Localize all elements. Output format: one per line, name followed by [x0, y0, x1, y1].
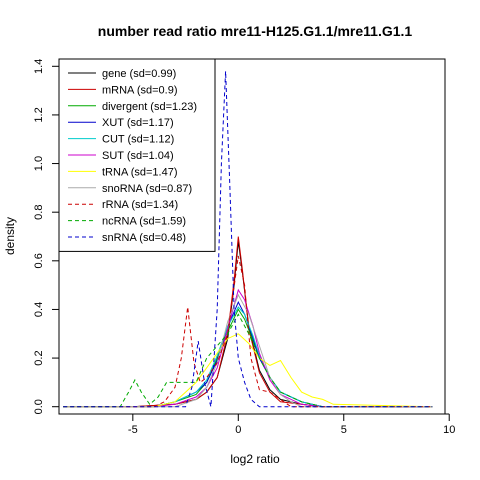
series-line-9	[63, 313, 433, 408]
legend-label-10: snRNA (sd=0.48)	[102, 232, 186, 244]
legend-label-3: XUT (sd=1.17)	[102, 117, 174, 129]
legend-label-6: tRNA (sd=1.47)	[102, 166, 178, 178]
legend: gene (sd=0.99) mRNA (sd=0.9) divergent (sd…	[58, 58, 216, 252]
y-tick-label: 0.2	[33, 350, 45, 365]
series-line-7	[63, 293, 433, 408]
series-line-6	[63, 333, 433, 408]
y-tick-label: 1.0	[33, 156, 45, 171]
legend-label-2: divergent (sd=1.23)	[102, 101, 197, 113]
x-tick-label: -5	[128, 424, 138, 436]
series-line-8	[63, 255, 433, 408]
series-line-10	[63, 71, 433, 408]
y-tick-label: 0.4	[33, 302, 45, 317]
y-tick-label: 0.8	[33, 205, 45, 220]
legend-label-9: ncRNA (sd=1.59)	[102, 216, 186, 228]
legend-label-4: CUT (sd=1.12)	[102, 134, 174, 146]
legend-label-0: gene (sd=0.99)	[102, 68, 176, 80]
legend-label-8: rRNA (sd=1.34)	[102, 199, 178, 211]
x-tick-label: 10	[443, 424, 455, 436]
y-tick-label: 0.6	[33, 253, 45, 268]
legend-label-1: mRNA (sd=0.9)	[102, 84, 178, 96]
chart-title: number read ratio mre11-H125.G1.1/mre11.…	[98, 23, 413, 39]
y-tick-label: 0.0	[33, 399, 45, 414]
legend-label-7: snoRNA (sd=0.87)	[102, 183, 192, 195]
x-tick-label: 5	[341, 424, 347, 436]
series-layer	[63, 71, 433, 408]
x-tick-label: 0	[235, 424, 241, 436]
y-tick-label: 1.2	[33, 107, 45, 122]
axes-layer: -5 0 5 10 0.0 0.2 0.4 0.6 0.8 1.0 1.2 1.4	[33, 59, 455, 436]
legend-label-5: SUT (sd=1.04)	[102, 150, 174, 162]
y-tick-label: 1.4	[33, 59, 45, 74]
y-axis-label: density	[3, 217, 17, 255]
x-axis-label: log2 ratio	[230, 452, 280, 466]
series-line-5	[63, 288, 433, 408]
series-line-4	[63, 306, 433, 408]
series-line-1	[63, 236, 433, 408]
